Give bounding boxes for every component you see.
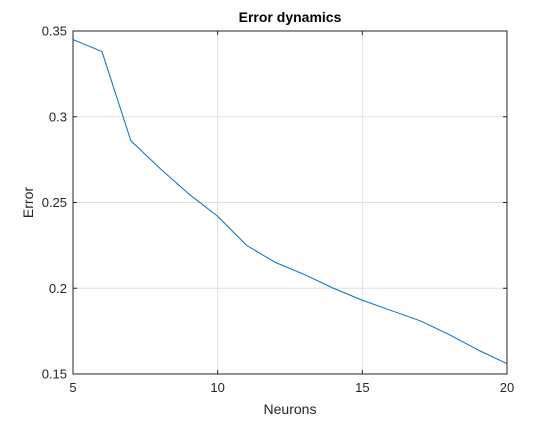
x-tick-label: 20 (500, 380, 514, 395)
chart-title: Error dynamics (239, 9, 342, 25)
grid (73, 31, 507, 374)
x-axis-label: Neurons (264, 401, 317, 417)
ticks: 5 10 15 20 0.15 0.2 0.25 0.3 0.35 (42, 24, 515, 396)
x-tick-label: 5 (69, 380, 76, 395)
y-tick-label: 0.2 (49, 281, 67, 296)
y-tick-label: 0.35 (42, 24, 67, 39)
y-tick-label: 0.3 (49, 109, 67, 124)
y-tick-label: 0.25 (42, 195, 67, 210)
y-axis-label: Error (20, 187, 36, 218)
x-tick-label: 15 (355, 380, 369, 395)
series-layer (72, 39, 508, 365)
series-line (72, 39, 508, 365)
y-tick-label: 0.15 (42, 367, 67, 382)
x-tick-label: 10 (210, 380, 224, 395)
